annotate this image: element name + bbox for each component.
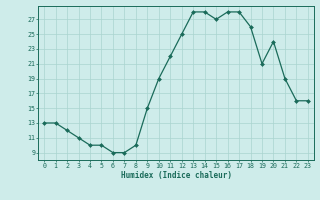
X-axis label: Humidex (Indice chaleur): Humidex (Indice chaleur) bbox=[121, 171, 231, 180]
